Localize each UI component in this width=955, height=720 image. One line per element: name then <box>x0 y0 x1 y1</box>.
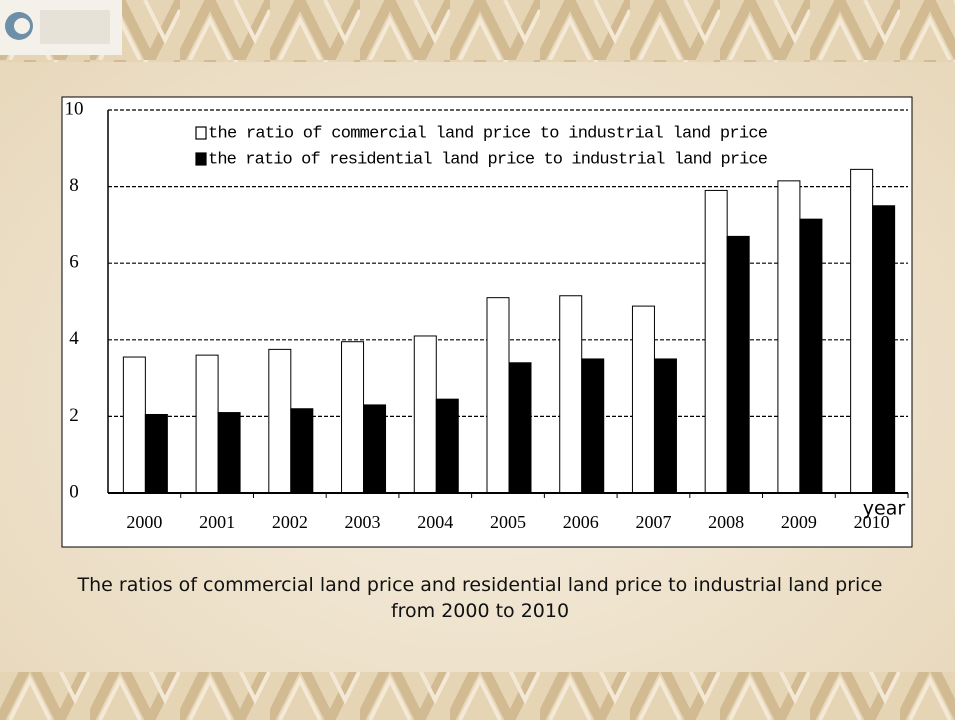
x-tick-label: 2005 <box>490 512 526 532</box>
bar <box>799 218 823 494</box>
y-tick-label: 4 <box>69 328 79 349</box>
x-tick-label: 2010 <box>854 512 890 532</box>
bottom-border <box>0 672 955 720</box>
legend-swatch <box>195 126 207 140</box>
bar <box>217 412 241 494</box>
x-tick-label: 2001 <box>199 512 235 532</box>
x-axis-label: year <box>863 498 906 520</box>
legend-label: the ratio of residential land price to i… <box>208 150 768 169</box>
bar <box>122 356 146 494</box>
bar <box>850 168 874 494</box>
logo-text <box>40 10 110 44</box>
y-tick-label: 8 <box>69 175 79 196</box>
legend-label: the ratio of commercial land price to in… <box>208 124 768 143</box>
bar <box>726 235 750 494</box>
x-tick-label: 2006 <box>563 512 599 532</box>
x-tick-label: 2009 <box>781 512 817 532</box>
y-tick-label: 10 <box>65 98 84 119</box>
bar <box>268 348 292 494</box>
y-tick-label: 2 <box>69 405 79 426</box>
bar <box>144 413 168 494</box>
bar <box>413 335 437 494</box>
bar <box>341 341 365 494</box>
bar <box>653 358 677 494</box>
bar <box>363 404 387 494</box>
top-border <box>0 0 955 62</box>
x-tick-label: 2003 <box>345 512 381 532</box>
bar <box>704 189 728 494</box>
bar <box>631 305 655 494</box>
bar <box>195 354 219 494</box>
x-tick-label: 2008 <box>708 512 744 532</box>
x-tick-label: 2004 <box>417 512 453 532</box>
x-tick-label: 2007 <box>635 512 671 532</box>
logo-mark-inner <box>14 18 30 34</box>
bar <box>559 295 583 494</box>
bar <box>872 205 896 494</box>
bar <box>508 362 532 494</box>
bar <box>435 398 459 494</box>
bar <box>290 408 314 494</box>
chart-caption: The ratios of commercial land price and … <box>77 574 883 622</box>
x-tick-label: 2000 <box>126 512 162 532</box>
y-tick-label: 6 <box>69 252 79 273</box>
legend-swatch <box>195 152 207 166</box>
bar <box>486 297 510 494</box>
y-tick-label: 0 <box>69 481 79 502</box>
bar <box>581 358 605 494</box>
x-tick-label: 2002 <box>272 512 308 532</box>
bar <box>777 180 801 494</box>
